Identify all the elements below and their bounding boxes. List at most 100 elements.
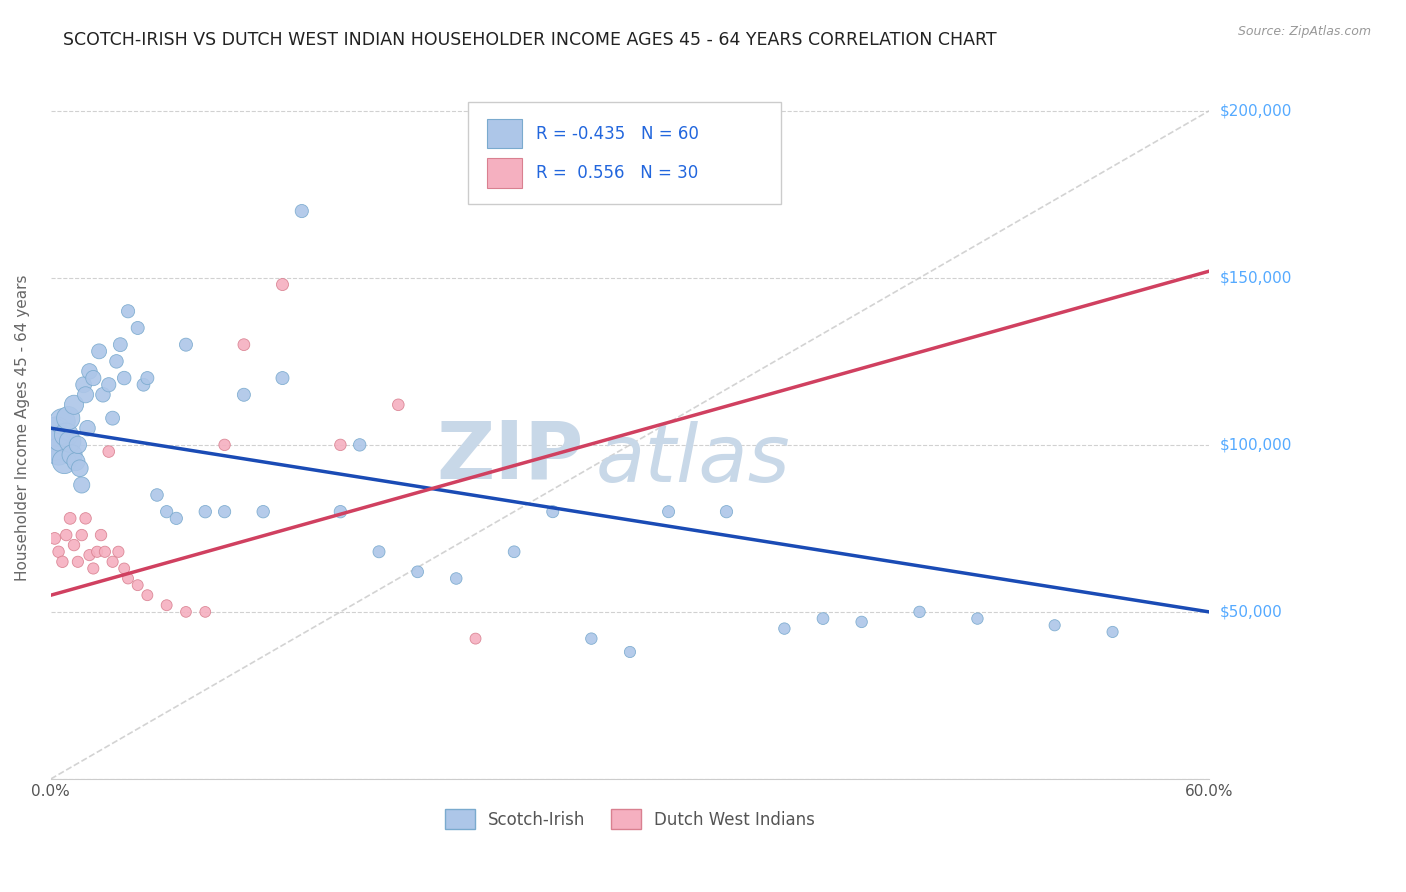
Point <box>271 371 294 385</box>
Point <box>165 511 187 525</box>
Point <box>156 598 179 612</box>
Point <box>97 377 120 392</box>
Point <box>581 632 603 646</box>
Point <box>146 488 169 502</box>
Point <box>45 425 67 439</box>
Text: $200,000: $200,000 <box>1220 103 1292 119</box>
Point <box>1101 624 1123 639</box>
Point <box>44 532 66 546</box>
Point <box>53 454 76 468</box>
Point <box>387 398 409 412</box>
Point <box>811 611 834 625</box>
Point <box>101 555 124 569</box>
Point <box>136 588 159 602</box>
Point <box>252 505 274 519</box>
Point <box>127 578 149 592</box>
Point <box>48 444 70 458</box>
Point <box>87 344 110 359</box>
Point <box>619 645 641 659</box>
Point <box>368 545 391 559</box>
Point <box>63 538 86 552</box>
Point <box>773 622 796 636</box>
Point <box>90 528 112 542</box>
Text: Source: ZipAtlas.com: Source: ZipAtlas.com <box>1237 25 1371 38</box>
Point <box>194 505 217 519</box>
Point <box>48 545 70 559</box>
Point <box>107 545 129 559</box>
Point <box>55 428 77 442</box>
Point <box>271 277 294 292</box>
Point <box>329 505 352 519</box>
Point <box>117 572 139 586</box>
Point <box>63 398 86 412</box>
Text: R = -0.435   N = 60: R = -0.435 N = 60 <box>536 125 699 143</box>
Point <box>349 438 371 452</box>
Point <box>59 434 82 449</box>
Point <box>966 611 988 625</box>
Point <box>79 364 101 378</box>
Point <box>70 528 93 542</box>
Point <box>174 337 197 351</box>
Point <box>60 448 83 462</box>
Point <box>59 511 82 525</box>
Point <box>127 321 149 335</box>
Point <box>72 377 94 392</box>
Point <box>908 605 931 619</box>
Point <box>66 438 89 452</box>
Text: $50,000: $50,000 <box>1220 605 1282 619</box>
Point <box>94 545 117 559</box>
Text: SCOTCH-IRISH VS DUTCH WEST INDIAN HOUSEHOLDER INCOME AGES 45 - 64 YEARS CORRELAT: SCOTCH-IRISH VS DUTCH WEST INDIAN HOUSEH… <box>63 31 997 49</box>
Point <box>58 411 80 425</box>
FancyBboxPatch shape <box>468 102 780 203</box>
Text: R =  0.556   N = 30: R = 0.556 N = 30 <box>536 164 699 182</box>
Point <box>214 438 236 452</box>
Point <box>503 545 526 559</box>
Point <box>214 505 236 519</box>
Point <box>91 388 114 402</box>
Point <box>75 511 97 525</box>
Bar <box>488 119 522 148</box>
Text: ZIP: ZIP <box>436 417 583 495</box>
Point <box>86 545 108 559</box>
Text: $150,000: $150,000 <box>1220 270 1292 285</box>
Point <box>1043 618 1066 632</box>
Point <box>112 371 135 385</box>
Bar <box>488 158 522 187</box>
Point <box>44 438 66 452</box>
Point <box>82 561 104 575</box>
Point <box>291 204 314 219</box>
Point <box>51 555 73 569</box>
Point <box>406 565 429 579</box>
Point <box>75 388 97 402</box>
Point <box>97 444 120 458</box>
Point <box>49 431 72 445</box>
Point <box>156 505 179 519</box>
Point <box>79 548 101 562</box>
Point <box>132 377 155 392</box>
Point <box>658 505 681 519</box>
Point <box>851 615 873 629</box>
Point <box>329 438 352 452</box>
Point <box>444 572 467 586</box>
Point <box>464 632 486 646</box>
Point <box>232 337 254 351</box>
Point <box>194 605 217 619</box>
Point <box>65 454 87 468</box>
Point <box>716 505 738 519</box>
Point <box>70 478 93 492</box>
Point <box>55 528 77 542</box>
Point <box>82 371 104 385</box>
Point <box>51 415 73 429</box>
Y-axis label: Householder Income Ages 45 - 64 years: Householder Income Ages 45 - 64 years <box>15 275 30 582</box>
Point <box>76 421 98 435</box>
Text: atlas: atlas <box>595 421 790 499</box>
Point <box>69 461 91 475</box>
Point <box>232 388 254 402</box>
Point <box>105 354 128 368</box>
Point <box>136 371 159 385</box>
Point <box>101 411 124 425</box>
Point <box>42 428 65 442</box>
Point <box>174 605 197 619</box>
Point <box>117 304 139 318</box>
Point <box>110 337 132 351</box>
